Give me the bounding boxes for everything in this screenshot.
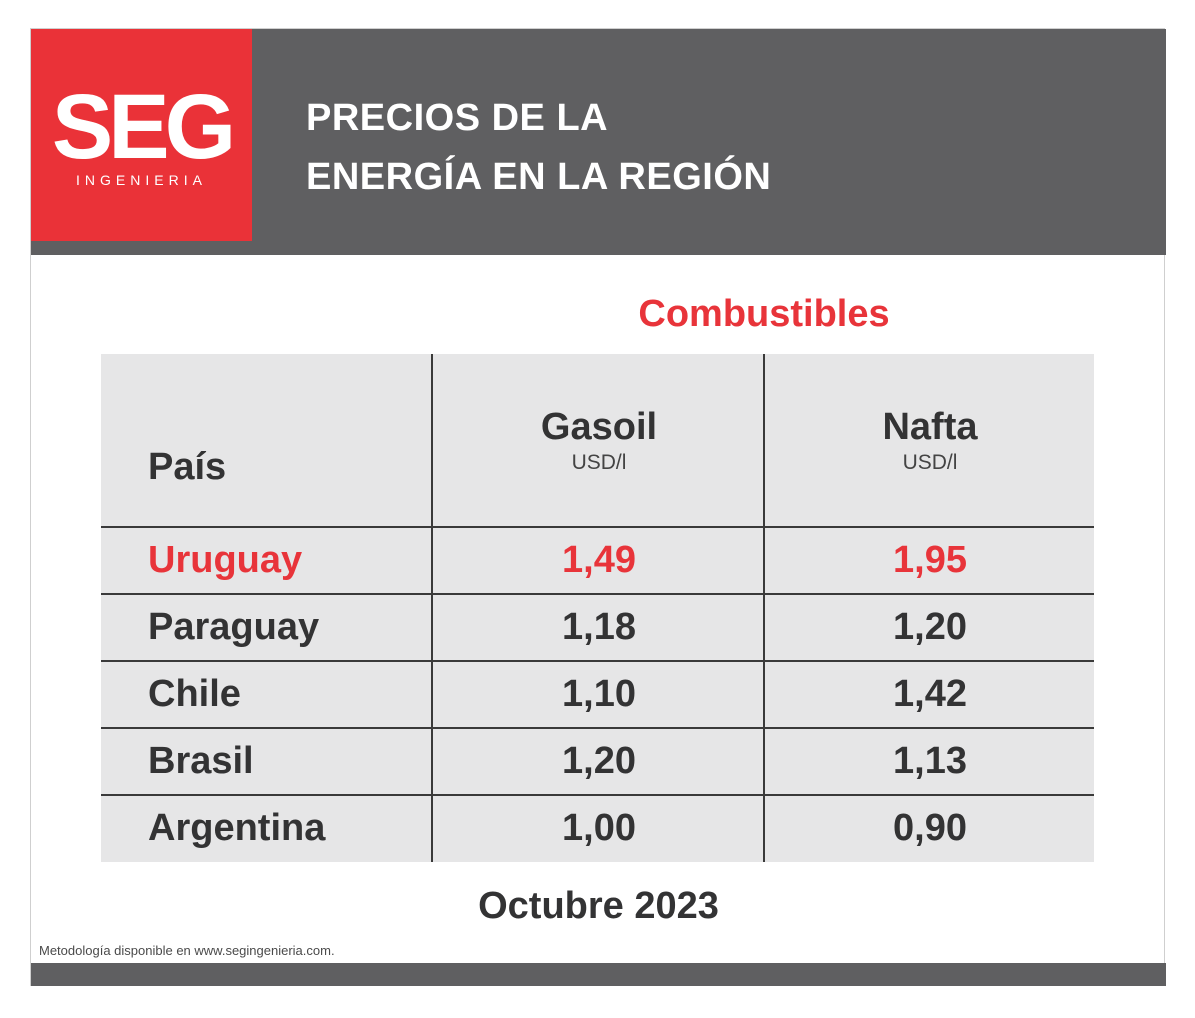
header-bar: SEG INGENIERIA PRECIOS DE LA ENERGÍA EN … (31, 29, 1166, 255)
row-divider (101, 593, 1094, 595)
gasoil-cell: 1,00 (562, 807, 636, 849)
logo-subtitle: INGENIERIA (76, 172, 207, 188)
page-title: PRECIOS DE LA ENERGÍA EN LA REGIÓN (306, 89, 771, 207)
title-line-1: PRECIOS DE LA (306, 97, 609, 139)
column-divider (431, 354, 433, 862)
bottom-bar (31, 963, 1166, 986)
nafta-cell: 1,13 (893, 740, 967, 782)
seg-logo: SEG INGENIERIA (31, 29, 252, 241)
table-row: Chile 1,10 1,42 (101, 662, 1094, 727)
column-divider (763, 354, 765, 862)
title-line-2: ENERGÍA EN LA REGIÓN (306, 156, 772, 198)
logo-brand: SEG (51, 76, 236, 178)
row-divider (101, 660, 1094, 662)
table-row: Brasil 1,20 1,13 (101, 729, 1094, 794)
nafta-cell: 1,20 (893, 606, 967, 648)
nafta-cell: 0,90 (893, 807, 967, 849)
table-row: Uruguay 1,49 1,95 (101, 528, 1094, 593)
country-cell: Uruguay (148, 539, 303, 581)
section-title: Combustibles (638, 293, 890, 335)
country-cell: Chile (148, 673, 241, 715)
price-table: País Gasoil USD/l Nafta USD/l Uruguay 1,… (101, 354, 1094, 862)
table-row: Argentina 1,00 0,90 (101, 796, 1094, 861)
gasoil-cell: 1,20 (562, 740, 636, 782)
gasoil-cell: 1,18 (562, 606, 636, 648)
price-card: SEG INGENIERIA PRECIOS DE LA ENERGÍA EN … (30, 28, 1166, 986)
header-gasoil: Gasoil (540, 406, 658, 448)
nafta-cell: 1,42 (893, 673, 967, 715)
header-gasoil-unit: USD/l (571, 451, 627, 474)
country-cell: Paraguay (148, 606, 320, 648)
row-divider (101, 727, 1094, 729)
methodology-note: Metodología disponible en www.segingenie… (39, 943, 335, 958)
row-divider (101, 526, 1094, 528)
report-date: Octubre 2023 (478, 885, 719, 927)
gasoil-cell: 1,49 (562, 539, 636, 581)
gasoil-cell: 1,10 (562, 673, 636, 715)
country-cell: Argentina (148, 807, 326, 849)
header-nafta-unit: USD/l (902, 451, 958, 474)
row-divider (101, 794, 1094, 796)
country-cell: Brasil (148, 740, 254, 782)
header-nafta: Nafta (882, 406, 978, 448)
table-row: Paraguay 1,18 1,20 (101, 595, 1094, 660)
header-country: País (148, 446, 227, 488)
nafta-cell: 1,95 (893, 539, 967, 581)
